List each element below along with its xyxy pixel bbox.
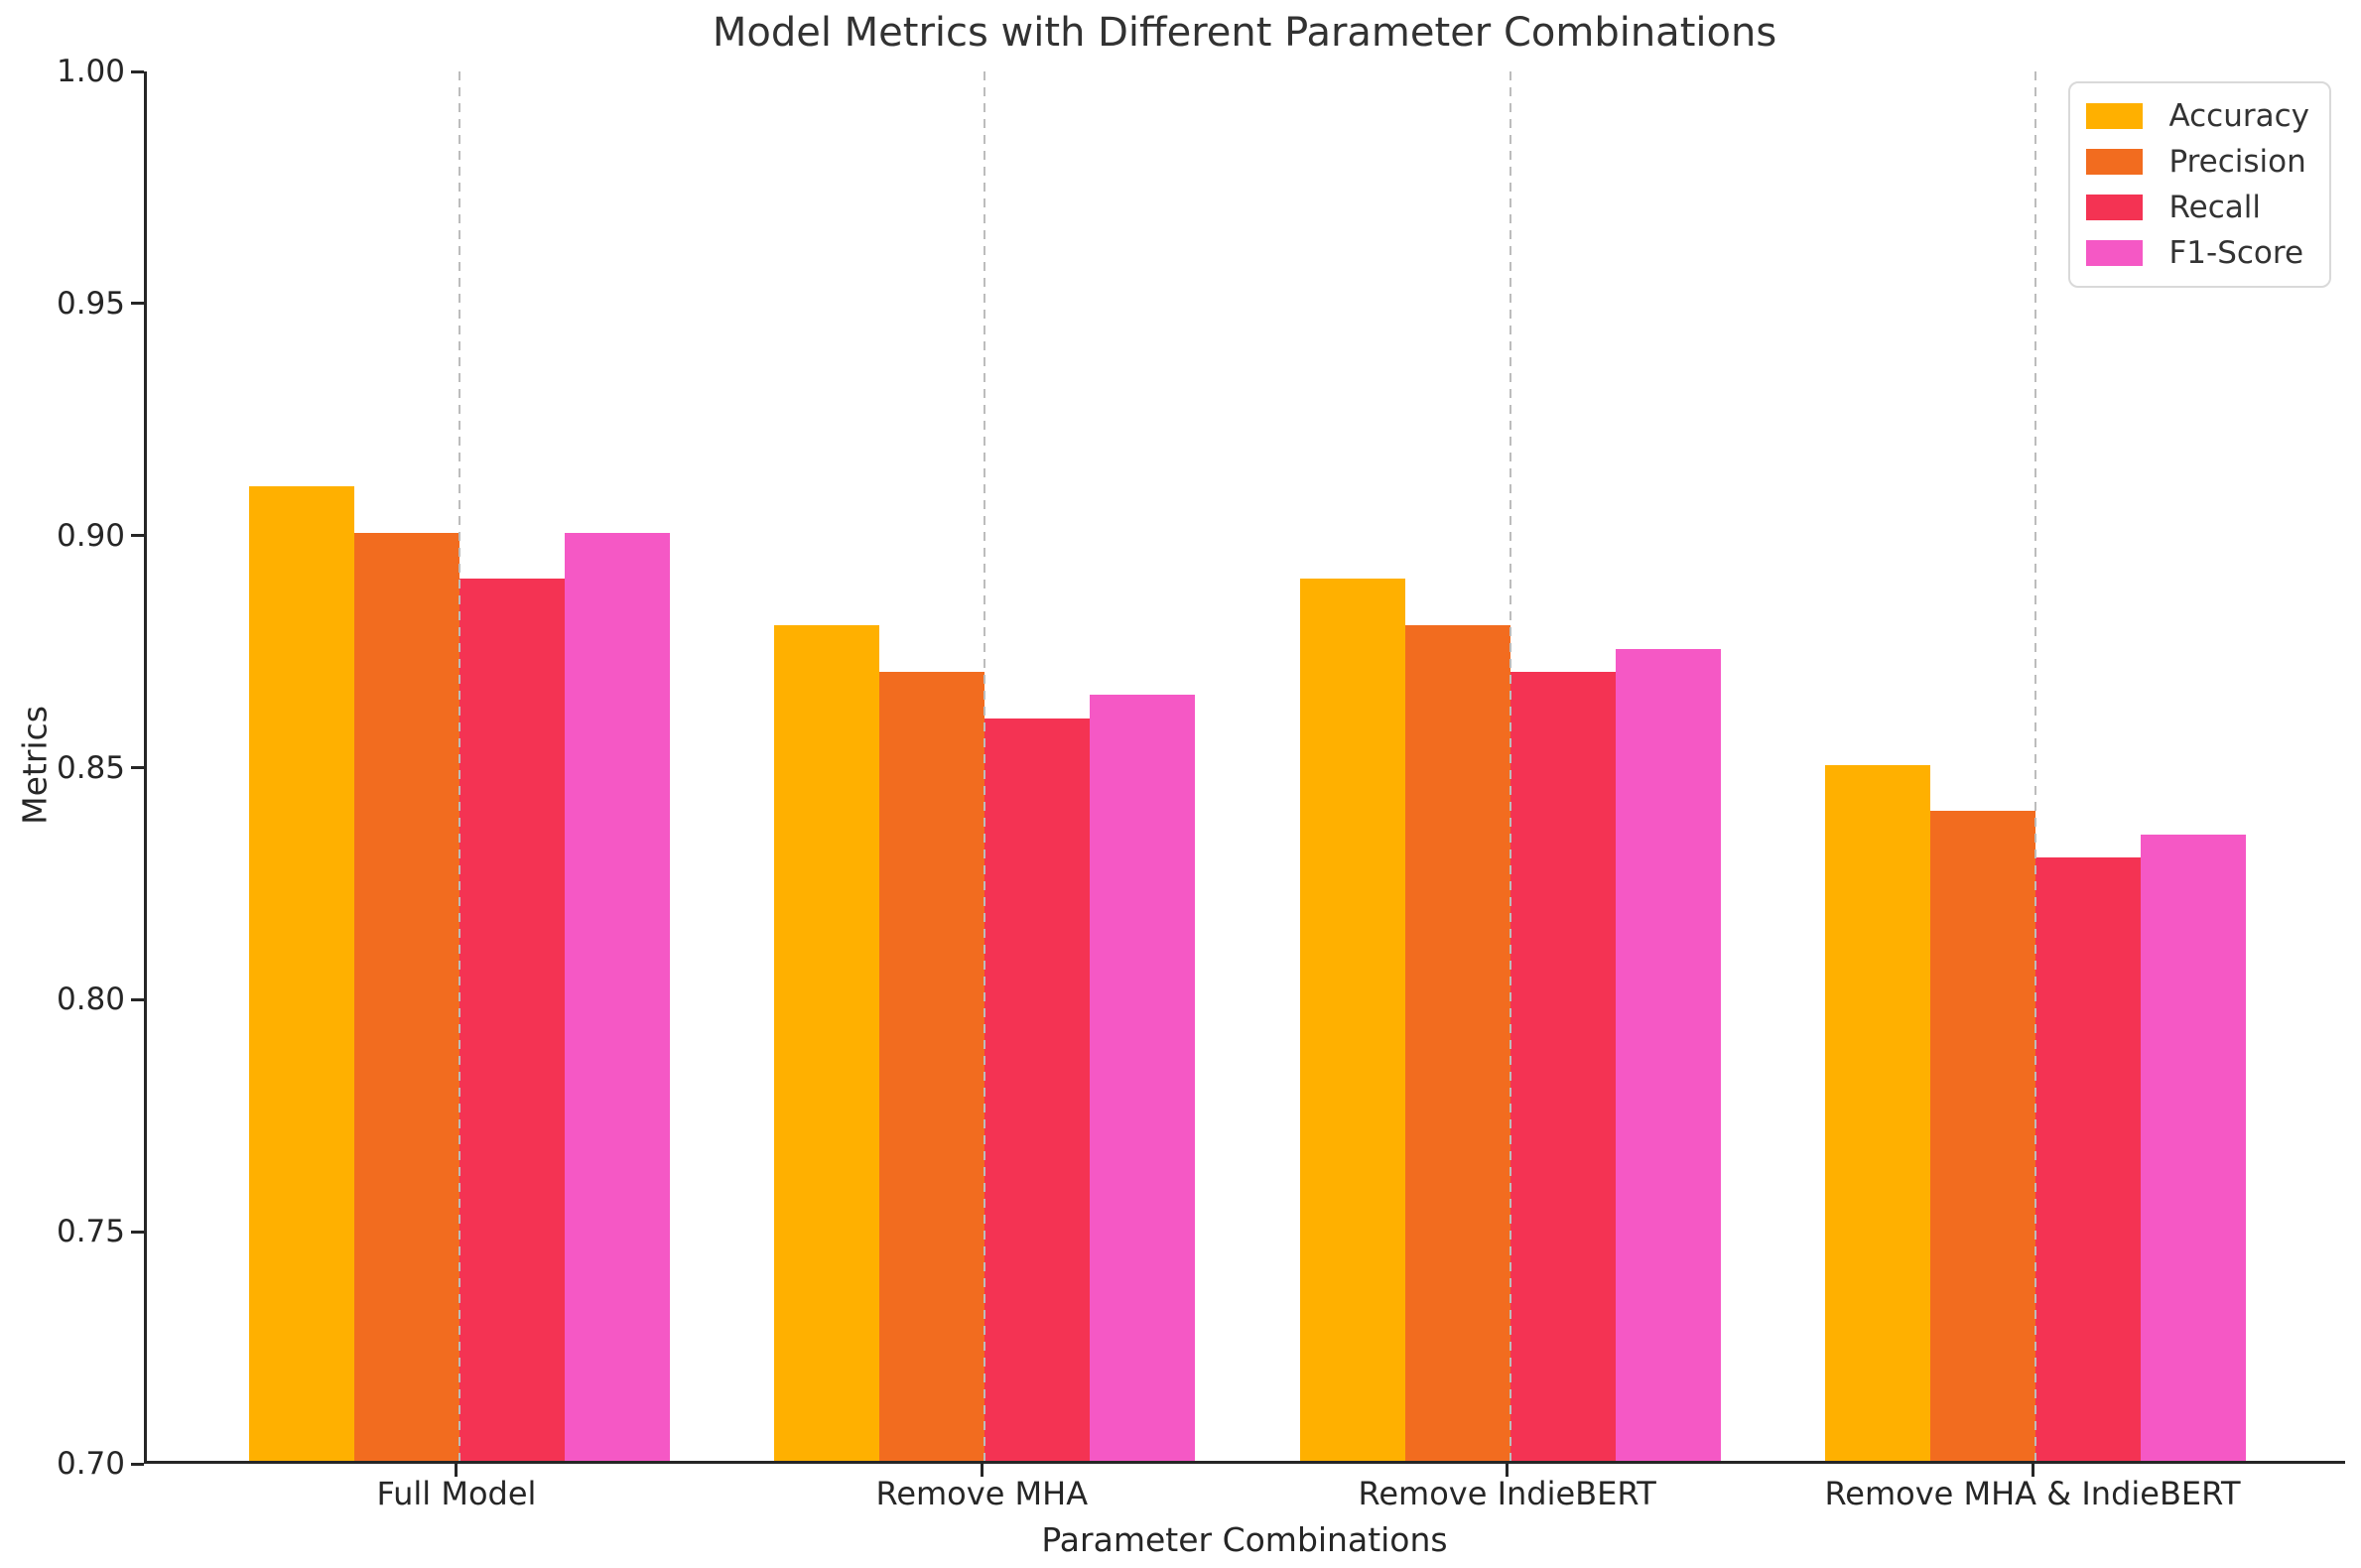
- y-tick-label-0.70: 0.70: [56, 1446, 125, 1482]
- bar-precision-full-model: [353, 532, 459, 1461]
- y-tick-label-0.90: 0.90: [56, 517, 125, 554]
- y-tick-mark-0.90: [131, 534, 144, 538]
- legend-swatch-f1-score: [2086, 240, 2144, 266]
- bar-recall-remove-indiebert: [1509, 671, 1616, 1461]
- y-tick-mark-1.00: [131, 69, 144, 73]
- plot-area: [144, 71, 2345, 1464]
- x-tick-label-full-model: Full Model: [376, 1475, 537, 1512]
- gridline-full-model: [458, 71, 460, 1461]
- y-tick-label-0.85: 0.85: [56, 749, 125, 786]
- legend-swatch-recall: [2086, 195, 2144, 220]
- legend: Accuracy Precision Recall F1-Score: [2068, 81, 2331, 288]
- legend-swatch-accuracy: [2086, 103, 2144, 129]
- legend-swatch-precision: [2086, 149, 2144, 175]
- bar-recall-full-model: [459, 579, 565, 1461]
- y-tick-label-0.80: 0.80: [56, 981, 125, 1018]
- x-tick-mark-remove-mha: [980, 1464, 984, 1477]
- bar-f1-score-full-model: [564, 532, 670, 1461]
- y-tick-mark-0.95: [131, 302, 144, 306]
- bar-f1-score-remove-mha: [1090, 695, 1196, 1461]
- gridline-remove-mha: [984, 71, 986, 1461]
- x-tick-mark-full-model: [455, 1464, 459, 1477]
- bar-f1-score-remove-indiebert: [1615, 648, 1721, 1461]
- legend-label-recall: Recall: [2168, 190, 2261, 225]
- x-axis-label: Parameter Combinations: [1041, 1520, 1448, 1559]
- gridline-remove-indiebert: [1508, 71, 1511, 1461]
- legend-label-accuracy: Accuracy: [2168, 98, 2309, 134]
- bar-accuracy-remove-mha-indiebert: [1825, 764, 1931, 1461]
- y-tick-mark-0.70: [131, 1462, 144, 1466]
- x-tick-mark-remove-indiebert: [1506, 1464, 1509, 1477]
- bar-recall-remove-mha-indiebert: [2035, 857, 2142, 1461]
- legend-label-f1-score: F1-Score: [2168, 235, 2304, 271]
- bar-precision-remove-indiebert: [1404, 625, 1510, 1461]
- bar-f1-score-remove-mha-indiebert: [2141, 834, 2247, 1461]
- legend-label-precision: Precision: [2168, 144, 2306, 180]
- x-tick-label-remove-mha: Remove MHA: [875, 1475, 1089, 1512]
- bar-accuracy-full-model: [248, 485, 354, 1461]
- bar-accuracy-remove-indiebert: [1299, 579, 1405, 1461]
- x-tick-label-remove-indiebert: Remove IndieBERT: [1358, 1475, 1656, 1512]
- bar-precision-remove-mha: [879, 671, 985, 1461]
- y-tick-label-0.95: 0.95: [56, 285, 125, 322]
- y-tick-mark-0.85: [131, 766, 144, 769]
- y-tick-mark-0.75: [131, 1230, 144, 1234]
- legend-item-accuracy: Accuracy: [2086, 97, 2309, 135]
- x-tick-mark-remove-mha-indiebert: [2031, 1464, 2034, 1477]
- chart-title: Model Metrics with Different Parameter C…: [712, 10, 1777, 56]
- y-tick-label-1.00: 1.00: [56, 54, 125, 89]
- y-tick-mark-0.80: [131, 997, 144, 1001]
- y-tick-label-0.75: 0.75: [56, 1214, 125, 1250]
- bar-precision-remove-mha-indiebert: [1930, 811, 2036, 1461]
- gridline-remove-mha-indiebert: [2034, 71, 2037, 1461]
- legend-item-recall: Recall: [2086, 189, 2309, 226]
- legend-item-precision: Precision: [2086, 143, 2309, 181]
- bar-accuracy-remove-mha: [774, 625, 880, 1461]
- x-tick-label-remove-mha-indiebert: Remove MHA & IndieBERT: [1824, 1475, 2241, 1512]
- legend-item-f1-score: F1-Score: [2086, 234, 2309, 272]
- bar-recall-remove-mha: [984, 718, 1091, 1461]
